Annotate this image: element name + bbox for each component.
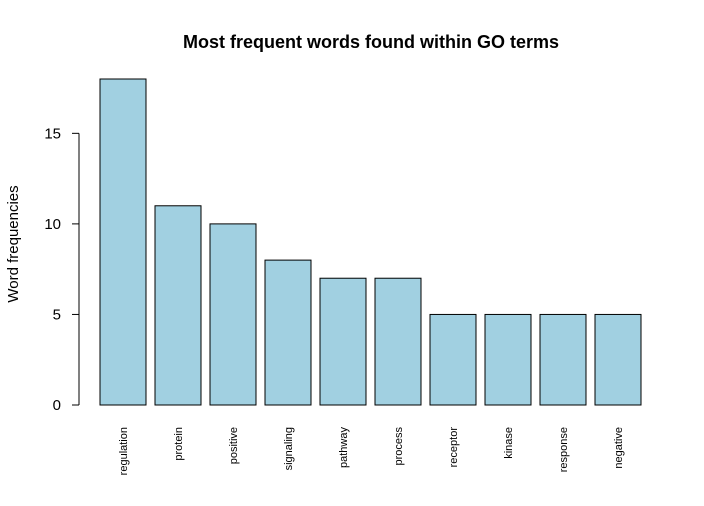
bar-negative [594, 313, 642, 406]
bars-group [99, 78, 642, 406]
x-tick-label-pathway: pathway [338, 427, 350, 468]
x-tick-label-signaling: signaling [283, 427, 295, 470]
bar-pathway [319, 277, 367, 406]
bar-regulation [99, 78, 147, 406]
x-tick-label-kinase: kinase [503, 427, 515, 459]
chart-title: Most frequent words found within GO term… [183, 32, 559, 52]
bar-positive [209, 223, 257, 406]
y-tick-label-10: 10 [44, 216, 61, 233]
x-tick-label-process: process [393, 427, 405, 466]
bar-response [539, 313, 587, 406]
x-tick-label-response: response [558, 427, 570, 472]
x-tick-label-negative: negative [613, 427, 625, 469]
x-tick-label-positive: positive [228, 427, 240, 464]
bar-receptor [429, 313, 477, 406]
x-tick-label-regulation: regulation [118, 427, 130, 475]
bar-protein [154, 205, 202, 406]
x-tick-labels: regulation protein positive signaling pathwa… [118, 427, 625, 476]
y-axis-label: Word frequencies [5, 185, 22, 302]
x-tick-label-receptor: receptor [448, 427, 460, 468]
y-tick-label-5: 5 [53, 306, 61, 323]
x-tick-label-protein: protein [173, 427, 185, 461]
y-tick-label-15: 15 [44, 125, 61, 142]
bar-kinase [484, 313, 532, 406]
y-axis: 0 5 10 15 [44, 125, 80, 414]
y-tick-label-0: 0 [53, 397, 61, 414]
bar-signaling [264, 259, 312, 406]
bar-process [374, 277, 422, 406]
